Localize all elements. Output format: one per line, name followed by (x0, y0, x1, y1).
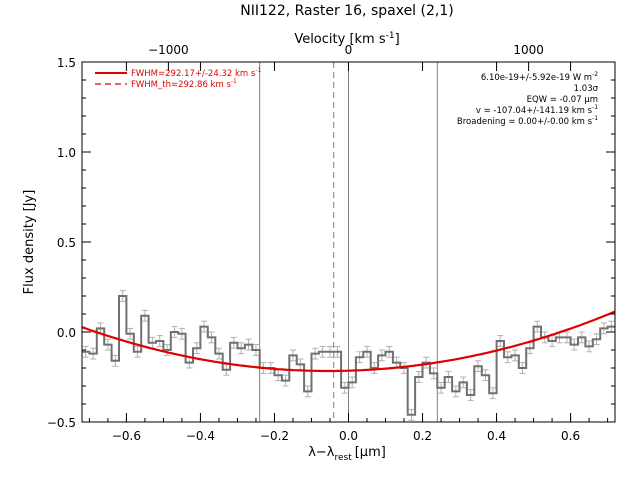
y-axis-ticks: −0.5 0.0 0.5 1.0 1.5 (47, 56, 615, 430)
x-axis-label: λ−λrest [μm] (308, 445, 386, 463)
chart-title: NII122, Raster 16, spaxel (2,1) (240, 3, 453, 19)
y-axis-label: Flux density [Jy] (22, 190, 37, 295)
spectrum-step-line (82, 295, 615, 416)
y-tick-label: 1.0 (57, 146, 76, 160)
annotation-text: 6.10e-19+/-5.92e-19 W m-2 (481, 71, 598, 83)
x-tick-label: 0.0 (339, 429, 358, 443)
x-tick-label: −0.4 (186, 429, 215, 443)
top-tick-label: 1000 (513, 43, 544, 57)
top-tick-label: 0 (345, 43, 353, 57)
top-axis-label: Velocity [km s-1] (294, 31, 399, 47)
legend-label: FWHM=292.17+/-24.32 km s-1 (131, 67, 261, 79)
top-tick-label: −1000 (148, 43, 189, 57)
x-tick-label: 0.4 (487, 429, 506, 443)
y-tick-label: −0.5 (47, 416, 76, 430)
y-tick-label: 0.0 (57, 326, 76, 340)
annotation-text: Broadening = 0.00+/-0.00 km s-1 (457, 115, 598, 127)
y-tick-label: 0.5 (57, 236, 76, 250)
fit-curve (81, 310, 616, 373)
legend: FWHM=292.17+/-24.32 km s-1FWHM_th=292.86… (95, 67, 261, 90)
x-tick-label: 0.6 (561, 429, 580, 443)
annotation-text: v = -107.04+/-141.19 km s-1 (476, 104, 598, 116)
x-tick-label: −0.6 (112, 429, 141, 443)
annotation-text: EQW = -0.07 μm (527, 95, 598, 105)
x-tick-label: −0.2 (260, 429, 289, 443)
legend-label: FWHM_th=292.86 km s-1 (131, 78, 237, 90)
x-axis-ticks: −0.6 −0.4 −0.2 0.0 0.2 0.4 0.6 (88, 62, 609, 443)
x-tick-label: 0.2 (413, 429, 432, 443)
y-tick-label: 1.5 (57, 56, 76, 70)
annotation-text: 1.03σ (574, 84, 599, 94)
top-axis-ticks: −1000 0 1000 (148, 43, 544, 71)
